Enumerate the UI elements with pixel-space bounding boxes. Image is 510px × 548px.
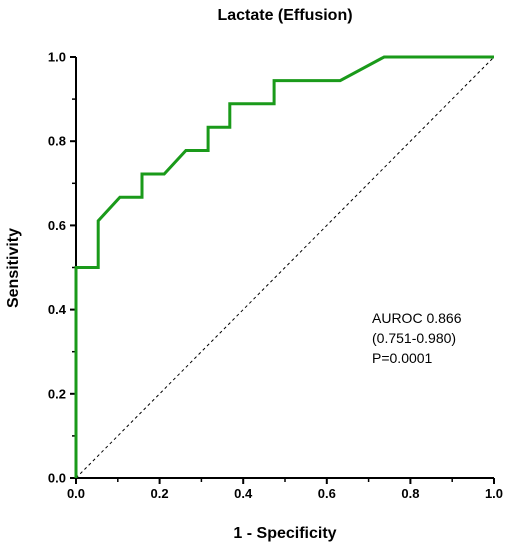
ticks: 0.0 0.2 0.4 0.6 0.8 1.0 0.0 0.2 0.4 0.6 0.8 1.0 xyxy=(48,50,503,502)
chart-title: Lactate (Effusion) xyxy=(217,7,352,24)
roc-curve xyxy=(74,55,494,478)
annotation-line-1: AUROC 0.866 xyxy=(372,310,462,326)
y-tick-label: 0.8 xyxy=(48,134,66,149)
y-axis-label: Sensitivity xyxy=(5,228,22,308)
x-tick-label: 0.6 xyxy=(318,486,336,501)
x-tick-label: 0.0 xyxy=(67,486,85,501)
x-tick-label: 0.8 xyxy=(401,486,419,501)
y-tick-label: 0.4 xyxy=(48,302,67,317)
y-tick-label: 0.6 xyxy=(48,218,66,233)
y-tick-label: 1.0 xyxy=(48,50,66,65)
annotation-line-2: (0.751-0.980) xyxy=(372,330,456,346)
x-tick-label: 1.0 xyxy=(485,486,503,501)
reference-diagonal xyxy=(75,56,495,479)
annotation-line-3: P=0.0001 xyxy=(372,350,433,366)
x-axis-label: 1 - Specificity xyxy=(233,525,336,542)
x-tick-label: 0.4 xyxy=(234,486,253,501)
y-tick-label: 0.2 xyxy=(48,386,66,401)
y-tick-label: 0.0 xyxy=(48,471,66,486)
auroc-annotation: AUROC 0.866 (0.751-0.980) P=0.0001 xyxy=(372,310,462,366)
x-tick-label: 0.2 xyxy=(151,486,169,501)
